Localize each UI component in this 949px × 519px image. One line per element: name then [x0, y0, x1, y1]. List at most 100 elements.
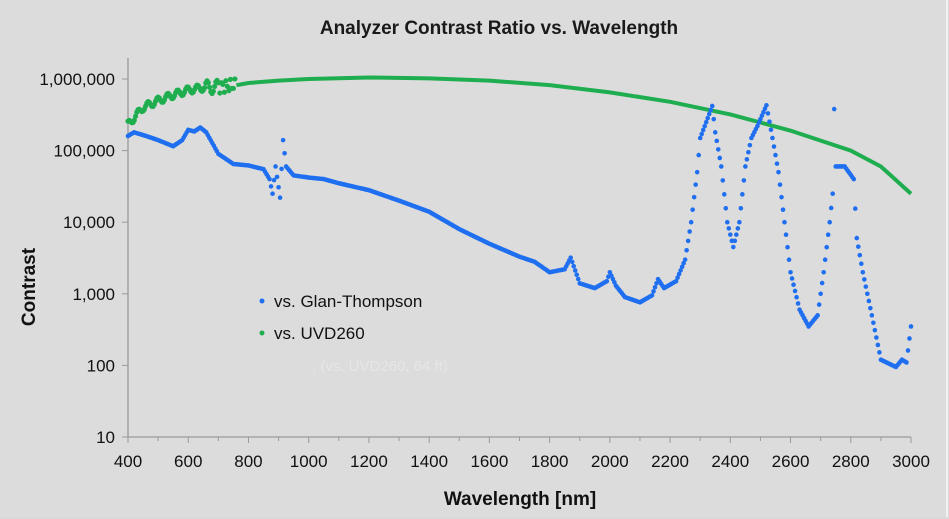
data-point-glan-thompson — [571, 263, 577, 269]
legend-marker-uvd260 — [259, 330, 265, 336]
data-point-glan-thompson — [270, 191, 275, 197]
data-point-glan-thompson — [734, 232, 739, 237]
y-tick-label: 100,000 — [54, 142, 115, 161]
data-point-glan-thompson — [743, 164, 748, 169]
data-point-glan-thompson — [738, 205, 744, 211]
data-point-glan-thompson — [721, 192, 727, 197]
data-point-glan-thompson — [821, 269, 826, 275]
data-point-glan-thompson — [282, 151, 287, 156]
data-point-glan-thompson — [575, 276, 581, 282]
data-point-glan-thompson — [816, 302, 822, 307]
data-point-glan-thompson — [731, 244, 736, 250]
data-point-glan-thompson — [703, 119, 709, 125]
data-point-glan-thompson — [770, 135, 775, 141]
data-point-glan-thompson — [268, 184, 274, 189]
data-point-glan-thompson — [277, 195, 283, 200]
data-point-glan-thompson — [756, 120, 762, 125]
data-point-glan-thompson — [728, 232, 733, 237]
data-point-glan-thompson — [718, 164, 724, 169]
data-point-glan-thompson — [651, 289, 656, 294]
data-point-glan-thompson — [568, 255, 573, 260]
data-point-glan-thompson — [791, 282, 796, 288]
data-point-glan-thompson — [273, 164, 278, 169]
data-point-glan-thompson — [652, 284, 658, 290]
data-point-glan-thompson — [819, 280, 825, 286]
x-tick-label: 1200 — [350, 452, 388, 471]
data-point-glan-thompson — [724, 219, 730, 225]
data-point-glan-thompson — [789, 276, 795, 281]
data-point-glan-thompson — [279, 166, 284, 172]
data-point-glan-thompson — [773, 152, 778, 158]
data-point-glan-thompson — [676, 271, 682, 277]
data-point-glan-thompson — [851, 176, 857, 182]
data-point-glan-thompson — [276, 184, 281, 190]
data-point-glan-thompson — [574, 272, 580, 278]
data-point-glan-thompson — [855, 244, 861, 249]
data-point-glan-thompson — [741, 178, 747, 183]
data-point-uvd260 — [232, 76, 238, 82]
data-point-glan-thompson — [904, 360, 909, 365]
data-point-glan-thompson — [679, 264, 685, 270]
data-point-glan-thompson — [759, 113, 765, 118]
data-point-glan-thompson — [697, 135, 703, 141]
data-point-glan-thompson — [726, 226, 732, 231]
x-tick-label: 2200 — [651, 452, 689, 471]
y-axis-label: Contrast — [19, 247, 40, 326]
x-tick-label: 2600 — [772, 452, 810, 471]
faint-annotation: , (vs. UVD260, 64 ft) — [312, 358, 448, 375]
x-axis-label: Wavelength [nm] — [444, 489, 596, 510]
data-point-glan-thompson — [744, 157, 750, 162]
data-point-glan-thompson — [702, 123, 708, 129]
data-point-glan-thompson — [831, 106, 837, 112]
data-point-glan-thompson — [868, 305, 873, 311]
data-point-glan-thompson — [875, 342, 881, 348]
data-point-glan-thompson — [768, 127, 774, 133]
data-point-glan-thompson — [854, 235, 860, 241]
data-point-glan-thompson — [907, 336, 912, 341]
x-tick-label: 600 — [174, 452, 202, 471]
data-point-glan-thompson — [866, 298, 872, 304]
x-tick-label: 400 — [114, 452, 142, 471]
data-point-glan-thompson — [908, 324, 914, 329]
x-tick-label: 2400 — [711, 452, 749, 471]
data-point-glan-thompson — [779, 194, 784, 200]
data-point-glan-thompson — [874, 335, 879, 340]
data-point-glan-thompson — [693, 182, 698, 187]
data-point-glan-thompson — [691, 194, 697, 200]
data-point-glan-thompson — [767, 119, 772, 124]
x-tick-label: 1000 — [290, 452, 328, 471]
data-point-glan-thompson — [715, 147, 721, 152]
data-point-glan-thompson — [818, 291, 823, 297]
data-point-glan-thompson — [857, 252, 863, 258]
data-point-uvd260 — [221, 89, 227, 95]
data-point-glan-thompson — [572, 268, 578, 273]
data-point-glan-thompson — [678, 268, 683, 273]
legend-marker-glan-thompson — [259, 298, 265, 304]
data-point-glan-thompson — [708, 107, 714, 113]
data-point-glan-thompson — [712, 130, 718, 135]
data-point-glan-thompson — [735, 226, 741, 231]
data-point-glan-thompson — [777, 182, 783, 187]
legend: vs. Glan-Thompson vs. UVD260 — [259, 292, 422, 343]
data-point-glan-thompson — [865, 291, 870, 297]
series-line-uvd260 — [236, 75, 913, 196]
data-point-glan-thompson — [827, 219, 832, 225]
data-point-glan-thompson — [782, 219, 787, 225]
data-point-glan-thompson — [792, 288, 798, 294]
data-point-glan-thompson — [765, 111, 771, 116]
data-point-glan-thompson — [780, 207, 786, 212]
data-point-uvd260 — [206, 84, 213, 90]
data-point-glan-thompson — [688, 219, 694, 225]
data-point-glan-thompson — [732, 238, 738, 244]
data-point-glan-thompson — [604, 278, 610, 284]
y-tick-label: 1,000 — [72, 285, 115, 304]
data-point-glan-thompson — [694, 169, 700, 175]
data-point-glan-thompson — [830, 191, 835, 197]
data-point-glan-thompson — [795, 301, 801, 306]
data-point-glan-thompson — [681, 260, 686, 266]
data-point-glan-thompson — [785, 244, 790, 250]
data-point-glan-thompson — [723, 205, 729, 211]
data-point-glan-thompson — [684, 247, 689, 253]
data-point-glan-thompson — [762, 106, 768, 112]
